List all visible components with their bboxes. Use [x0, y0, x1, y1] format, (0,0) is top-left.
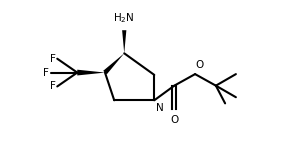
Text: F: F: [50, 54, 56, 64]
Text: N: N: [156, 103, 164, 113]
Text: F: F: [43, 68, 49, 78]
Text: O: O: [170, 115, 178, 125]
Text: O: O: [196, 60, 204, 70]
Text: F: F: [50, 81, 56, 91]
Polygon shape: [103, 53, 124, 74]
Text: H$_2$N: H$_2$N: [114, 11, 135, 25]
Polygon shape: [122, 30, 126, 53]
Polygon shape: [77, 70, 105, 75]
